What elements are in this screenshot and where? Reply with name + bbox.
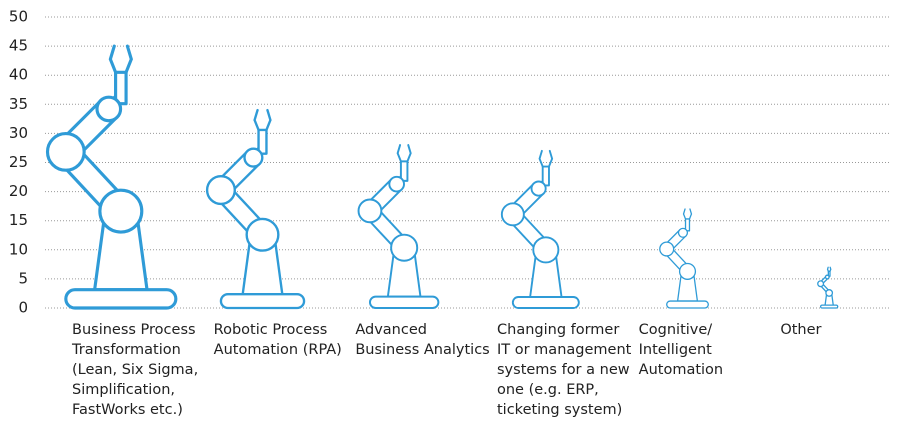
claw	[538, 149, 554, 168]
joint	[677, 227, 689, 238]
claw	[253, 108, 272, 132]
joint	[500, 202, 525, 227]
y-tick-label: 35	[9, 95, 28, 113]
y-tick-label: 30	[9, 124, 28, 142]
x-tick-label: Other	[780, 322, 822, 338]
joint	[45, 132, 86, 172]
joint	[532, 236, 560, 264]
joint	[659, 241, 675, 257]
joint	[824, 274, 830, 280]
joint	[245, 217, 280, 252]
robot-bar	[500, 149, 580, 309]
y-tick-label: 10	[9, 240, 28, 258]
joint	[95, 95, 123, 123]
joint	[825, 289, 834, 297]
claw	[396, 144, 412, 163]
joint	[388, 175, 405, 193]
claw	[682, 208, 693, 220]
joint	[530, 180, 547, 197]
base	[511, 296, 580, 309]
robot-bar	[45, 44, 178, 310]
claw	[108, 44, 133, 74]
joint	[817, 280, 825, 288]
y-tick-label: 40	[9, 66, 28, 84]
joint	[205, 175, 236, 206]
robot-bar	[357, 144, 440, 309]
y-tick-label: 0	[18, 299, 28, 317]
y-tick-label: 15	[9, 211, 28, 229]
claw	[826, 266, 832, 272]
y-tick-label: 45	[9, 37, 28, 55]
robot-bar	[205, 108, 306, 310]
y-tick-label: 20	[9, 182, 28, 200]
x-tick-label: Business Process Transformation (Lean, S…	[72, 322, 199, 418]
x-tick-label: Robotic Process Automation (RPA)	[213, 322, 342, 358]
joint	[98, 188, 144, 234]
robot-bar	[817, 266, 839, 309]
y-tick-label: 25	[9, 153, 28, 171]
base	[666, 300, 709, 309]
joint	[678, 262, 697, 280]
x-tick-label: Changing former IT or management systems…	[497, 322, 632, 418]
x-tick-label: Advanced Business Analytics	[355, 322, 490, 358]
y-tick-label: 5	[18, 269, 28, 287]
base	[819, 304, 839, 309]
base	[368, 295, 440, 309]
joint	[357, 198, 383, 224]
robot-bar	[659, 208, 709, 309]
base	[64, 288, 178, 310]
y-tick-label: 50	[9, 8, 28, 26]
base	[219, 292, 306, 310]
x-tick-label: Cognitive/ Intelligent Automation	[638, 322, 724, 378]
joint	[243, 147, 264, 168]
joint	[390, 233, 419, 262]
